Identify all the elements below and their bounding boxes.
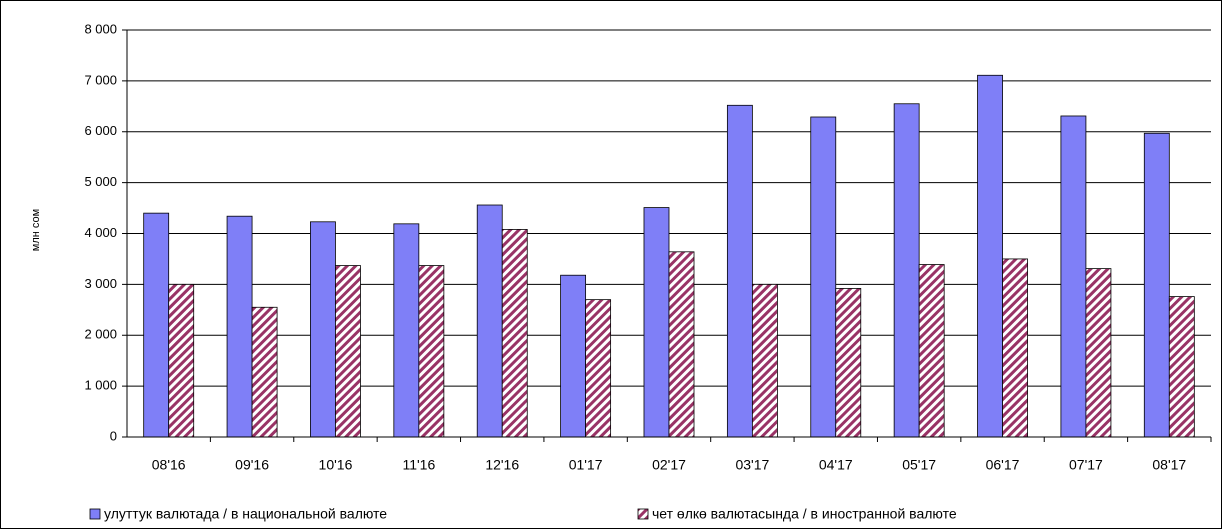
bar	[1060, 115, 1087, 438]
bar	[810, 116, 837, 438]
bar	[168, 283, 195, 438]
bar	[226, 215, 253, 438]
bar	[668, 251, 695, 438]
legend-swatch	[637, 508, 649, 520]
y-tick-label: 6 000	[84, 123, 117, 138]
bar	[476, 204, 503, 438]
x-tick-label: 04'17	[819, 457, 853, 473]
bar	[251, 306, 278, 438]
y-axis-label: млн сом	[30, 209, 42, 251]
x-tick-label: 08'16	[152, 457, 186, 473]
bar	[418, 265, 445, 438]
y-tick-label: 7 000	[84, 72, 117, 87]
y-tick-label: 8 000	[84, 21, 117, 36]
legend-label: улуттук валютада / в национальной валюте	[104, 506, 387, 522]
x-tick-label: 01'17	[569, 457, 603, 473]
x-tick-label: 07'17	[1069, 457, 1103, 473]
x-tick-label: 02'17	[652, 457, 686, 473]
bar	[751, 283, 778, 438]
bar	[643, 207, 670, 438]
x-tick-label: 11'16	[402, 457, 435, 473]
y-tick-label: 4 000	[84, 225, 117, 240]
y-tick-label: 3 000	[84, 276, 117, 291]
bar	[977, 74, 1003, 438]
x-tick-label: 10'16	[319, 457, 353, 473]
y-tick-label: 1 000	[84, 378, 117, 393]
legend-label: чет өлкө валютасында / в иностранной вал…	[652, 506, 957, 522]
y-tick-label: 5 000	[84, 174, 117, 189]
bar	[1143, 132, 1170, 438]
x-tick-label: 05'17	[902, 457, 936, 473]
y-tick-label: 2 000	[84, 327, 117, 342]
x-tick-label: 08'17	[1152, 457, 1186, 473]
x-tick-label: 12'16	[485, 457, 519, 473]
bar	[393, 223, 420, 438]
x-tick-label: 03'17	[735, 457, 769, 473]
bar	[1085, 268, 1112, 438]
x-tick-label: 06'17	[986, 457, 1020, 473]
bar	[918, 264, 945, 438]
bar	[1002, 258, 1028, 438]
bar	[143, 212, 170, 438]
legend-swatch	[89, 508, 101, 520]
bar	[560, 274, 587, 438]
bar	[835, 288, 862, 438]
bar	[1168, 296, 1195, 438]
bar	[893, 103, 920, 438]
bar	[310, 221, 336, 438]
bar	[501, 229, 528, 438]
y-tick-label: 0	[110, 428, 117, 443]
bar	[585, 299, 612, 438]
bar	[726, 104, 753, 438]
bar	[335, 265, 361, 438]
x-tick-label: 09'16	[235, 457, 269, 473]
